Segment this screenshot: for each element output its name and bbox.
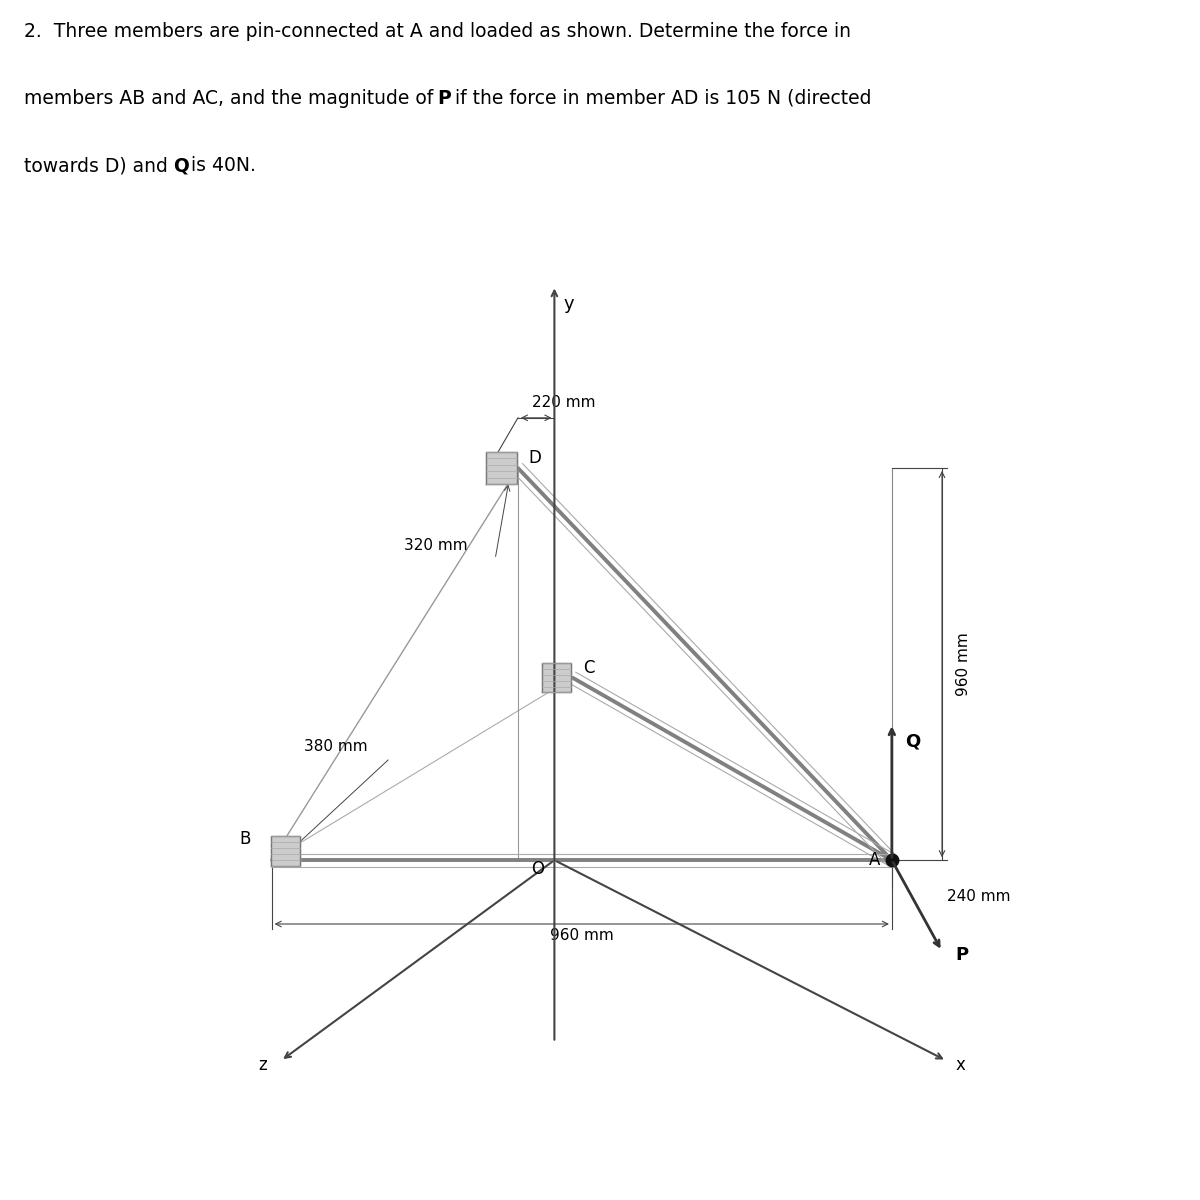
Polygon shape [541, 664, 571, 692]
Text: O: O [532, 860, 545, 878]
Polygon shape [271, 836, 300, 865]
Text: 960 mm: 960 mm [955, 632, 971, 696]
Text: 380 mm: 380 mm [304, 739, 367, 754]
Text: P: P [955, 947, 968, 965]
Text: if the force in member AD is 105 N (directed: if the force in member AD is 105 N (dire… [449, 89, 871, 108]
Text: is 40N.: is 40N. [186, 156, 257, 175]
Text: z: z [258, 1056, 266, 1074]
Text: 240 mm: 240 mm [947, 889, 1010, 905]
Text: x: x [955, 1056, 966, 1074]
Text: 960 mm: 960 mm [550, 929, 613, 943]
Text: 2.  Three members are pin-connected at A and loaded as shown. Determine the forc: 2. Three members are pin-connected at A … [24, 22, 851, 41]
Text: C: C [583, 659, 595, 677]
Text: Q: Q [906, 732, 920, 751]
Text: B: B [240, 829, 251, 847]
Text: P: P [437, 89, 451, 108]
Text: 220 mm: 220 mm [532, 395, 595, 410]
Text: Q: Q [174, 156, 190, 175]
Text: y: y [564, 295, 574, 313]
Text: towards D) and: towards D) and [24, 156, 174, 175]
Text: A: A [869, 851, 881, 869]
Text: 320 mm: 320 mm [404, 538, 468, 553]
Polygon shape [486, 452, 517, 484]
Text: D: D [529, 450, 541, 468]
Text: members AB and AC, and the magnitude of: members AB and AC, and the magnitude of [24, 89, 439, 108]
